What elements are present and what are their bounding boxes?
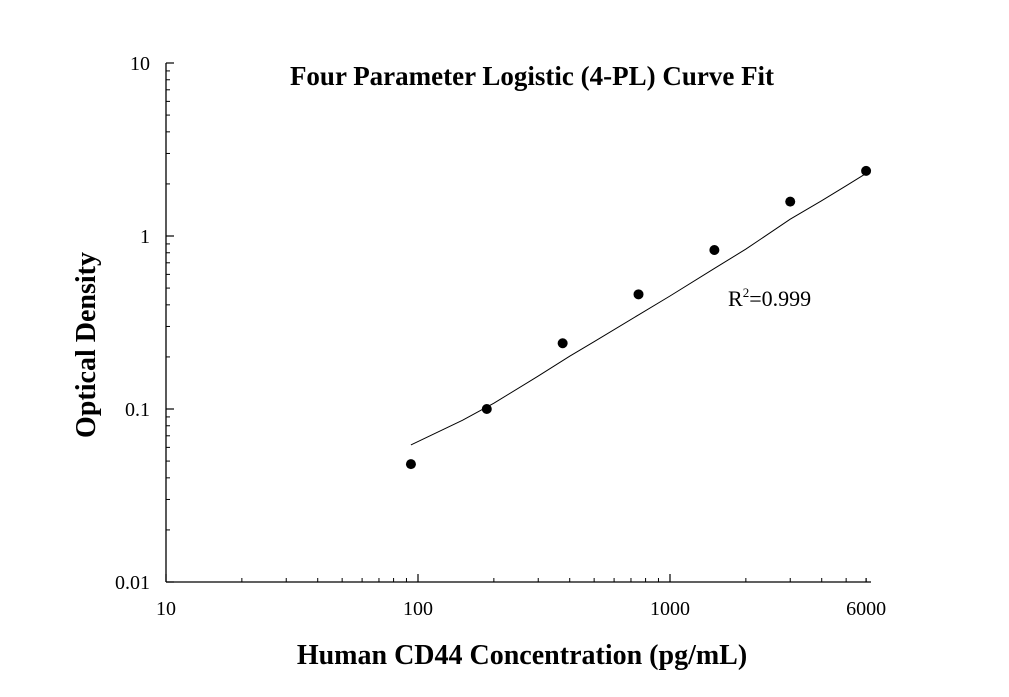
tick-labels: 10 100 1000 6000 0.01 0.1 1 10	[115, 53, 886, 620]
data-point	[481, 404, 492, 414]
r-squared-base: R	[728, 286, 743, 311]
chart-title: Four Parameter Logistic (4-PL) Curve Fit	[290, 61, 774, 91]
data-point	[709, 244, 720, 255]
data-point	[861, 165, 872, 176]
y-tick-label: 0.1	[125, 399, 150, 421]
axes	[165, 63, 871, 583]
r-squared-annotation: R2=0.999	[728, 285, 811, 311]
y-tick-label: 10	[130, 53, 150, 75]
x-axis-label: Human CD44 Concentration (pg/mL)	[297, 640, 747, 671]
data-points	[405, 165, 872, 470]
y-tick-label: 0.01	[115, 572, 150, 594]
y-tick-label: 1	[140, 226, 150, 248]
minor-ticks	[166, 70, 867, 582]
major-ticks	[165, 62, 867, 583]
x-tick-label: 1000	[650, 598, 690, 620]
x-tick-label: 10	[156, 598, 176, 620]
r-squared-value: =0.999	[749, 286, 811, 311]
fit-curve	[410, 172, 867, 446]
y-axis-label: Optical Density	[71, 252, 102, 438]
data-point	[557, 338, 568, 349]
r-squared-superscript: 2	[743, 285, 750, 300]
data-point	[785, 196, 796, 207]
x-tick-label: 100	[403, 598, 433, 620]
x-tick-label: 6000	[846, 598, 886, 620]
data-point	[405, 459, 416, 470]
data-point	[633, 289, 644, 300]
